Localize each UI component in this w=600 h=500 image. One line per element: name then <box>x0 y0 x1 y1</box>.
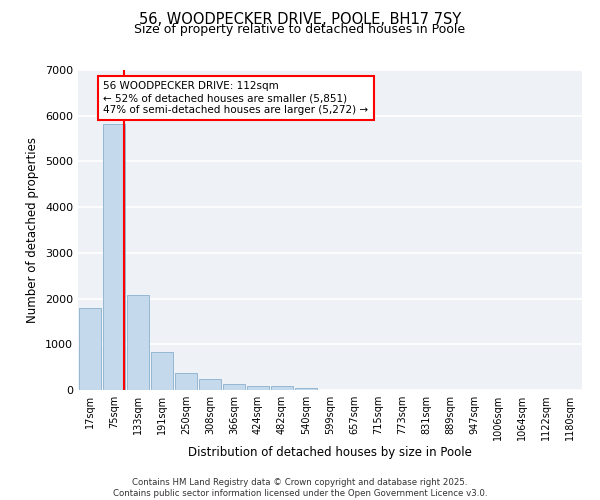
Bar <box>223 384 245 390</box>
Y-axis label: Number of detached properties: Number of detached properties <box>26 137 40 323</box>
Bar <box>295 388 317 390</box>
Bar <box>79 308 101 390</box>
Text: 56 WOODPECKER DRIVE: 112sqm
← 52% of detached houses are smaller (5,851)
47% of : 56 WOODPECKER DRIVE: 112sqm ← 52% of det… <box>103 82 368 114</box>
Text: Size of property relative to detached houses in Poole: Size of property relative to detached ho… <box>134 22 466 36</box>
Bar <box>127 295 149 390</box>
Text: 56, WOODPECKER DRIVE, POOLE, BH17 7SY: 56, WOODPECKER DRIVE, POOLE, BH17 7SY <box>139 12 461 28</box>
Text: Contains HM Land Registry data © Crown copyright and database right 2025.
Contai: Contains HM Land Registry data © Crown c… <box>113 478 487 498</box>
Bar <box>199 379 221 390</box>
Bar <box>175 373 197 390</box>
Bar <box>103 124 125 390</box>
Bar <box>247 386 269 390</box>
X-axis label: Distribution of detached houses by size in Poole: Distribution of detached houses by size … <box>188 446 472 459</box>
Bar <box>151 352 173 390</box>
Bar <box>271 386 293 390</box>
